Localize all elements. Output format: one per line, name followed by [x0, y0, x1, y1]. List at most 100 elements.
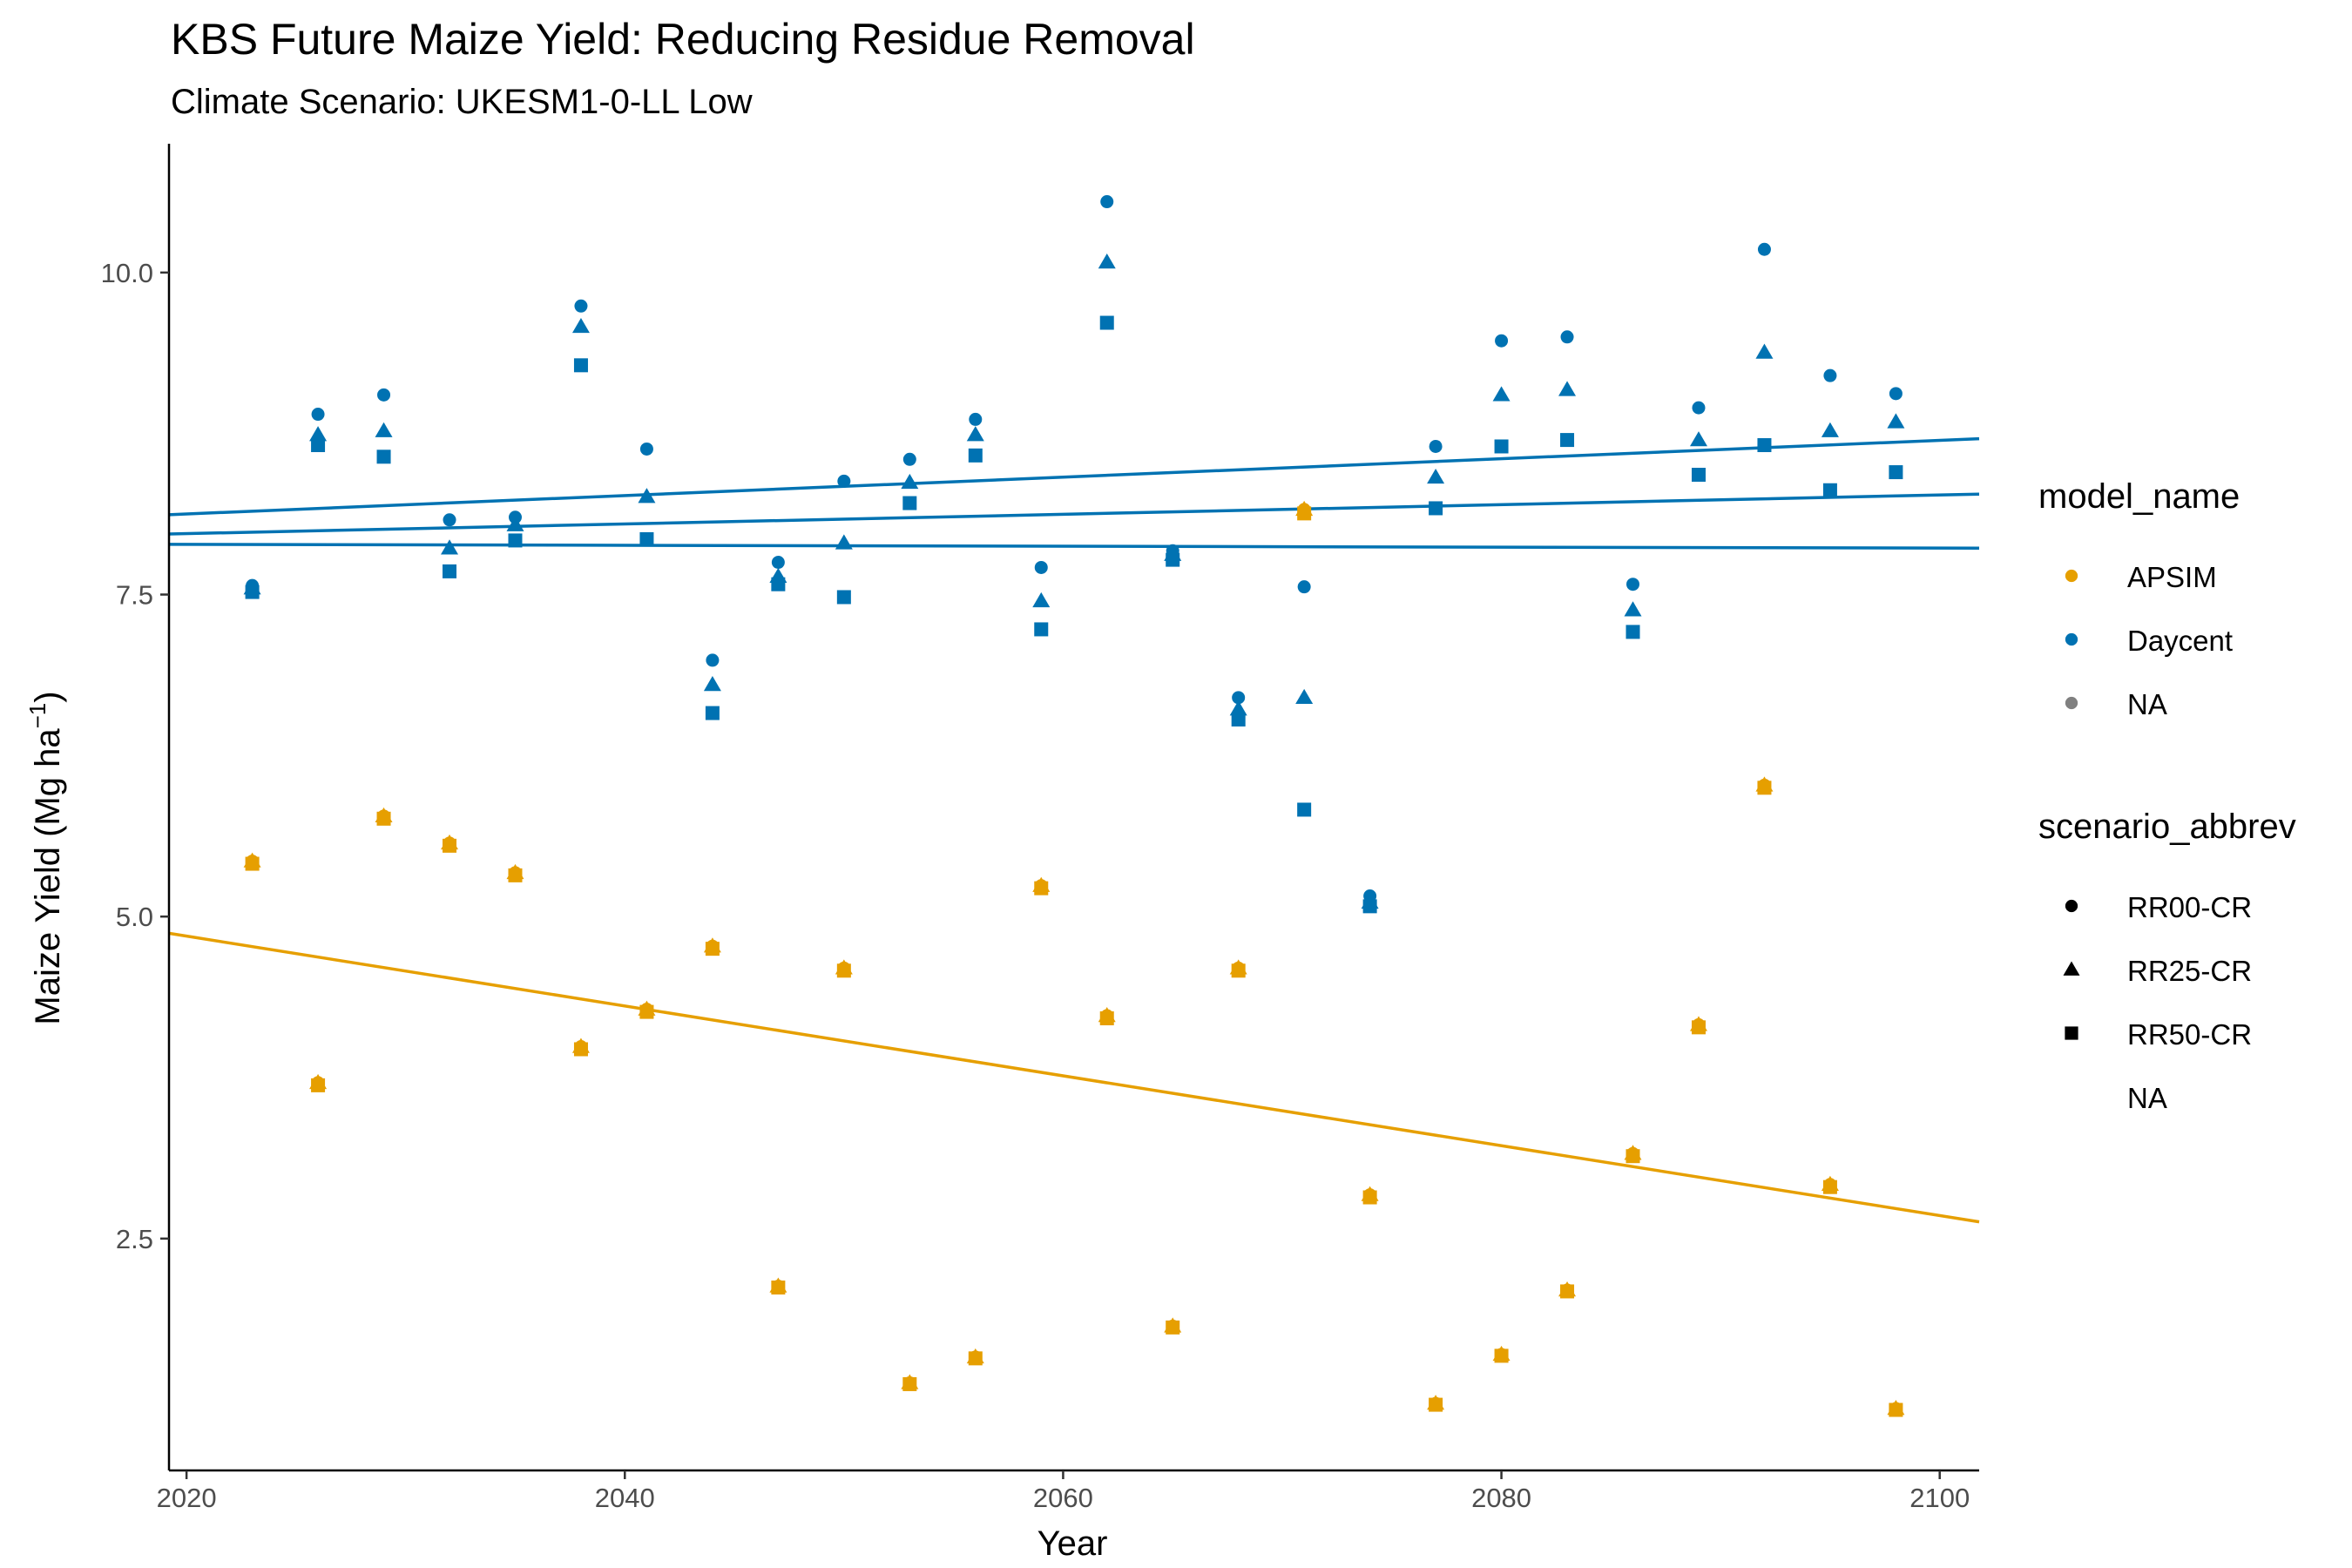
- x-tick-label: 2060: [1033, 1483, 1093, 1513]
- point-daycent-rr50-cr: [1362, 899, 1377, 914]
- point-apsim-rr50-cr: [1494, 1348, 1509, 1363]
- point-daycent-rr25-cr: [966, 426, 984, 442]
- point-daycent-rr00-cr: [311, 408, 325, 422]
- point-apsim-rr50-cr: [639, 1004, 654, 1019]
- point-daycent-rr50-cr: [639, 531, 654, 546]
- trend-line-apsim-all: [168, 931, 1980, 1224]
- axes: 2020 2040 2060 2080 2100 2.5 5.0 7.5 10.0: [101, 144, 1979, 1513]
- point-daycent-rr50-cr: [705, 706, 720, 720]
- legend-label-na: NA: [2127, 1082, 2167, 1114]
- point-apsim-rr50-cr: [1362, 1190, 1377, 1205]
- legend: model_name APSIM Daycent NA scenario_abbrev R…: [2038, 477, 2296, 1114]
- legend-label-rr00-cr: RR00-CR: [2127, 891, 2252, 923]
- legend-key-daycent: [2065, 632, 2078, 646]
- legend-key-rr00-cr: [2065, 899, 2078, 913]
- point-apsim-rr50-cr: [573, 1042, 588, 1057]
- point-daycent-rr00-cr: [1429, 439, 1443, 453]
- point-daycent-rr50-cr: [1494, 439, 1509, 454]
- point-daycent-rr50-cr: [771, 577, 786, 591]
- trend-line-daycent-rr00-cr: [168, 436, 1980, 517]
- point-daycent-rr50-cr: [836, 590, 851, 605]
- x-tick-label: 2100: [1909, 1483, 1970, 1513]
- point-apsim-rr50-cr: [771, 1281, 786, 1295]
- point-apsim-rr50-cr: [376, 811, 391, 826]
- point-apsim-rr50-cr: [1429, 1397, 1443, 1412]
- point-daycent-rr00-cr: [1692, 401, 1706, 415]
- point-daycent-rr25-cr: [835, 534, 853, 550]
- point-daycent-rr25-cr: [1821, 422, 1839, 437]
- point-daycent-rr50-cr: [1889, 465, 1903, 480]
- point-apsim-rr50-cr: [443, 838, 457, 853]
- point-apsim-rr50-cr: [1822, 1179, 1837, 1194]
- point-apsim-rr50-cr: [1034, 881, 1049, 896]
- point-daycent-rr50-cr: [902, 496, 917, 510]
- point-daycent-rr25-cr: [1558, 381, 1577, 396]
- x-axis-title: Year: [1037, 1524, 1108, 1563]
- point-daycent-rr00-cr: [969, 412, 983, 426]
- point-daycent-rr00-cr: [574, 299, 588, 313]
- point-daycent-rr00-cr: [1034, 560, 1048, 574]
- point-daycent-rr00-cr: [443, 513, 456, 527]
- point-daycent-rr00-cr: [1297, 580, 1311, 594]
- point-daycent-rr50-cr: [1166, 552, 1180, 567]
- y-axis-title-suffix: ): [29, 691, 67, 702]
- point-daycent-rr25-cr: [1492, 386, 1511, 402]
- point-daycent-rr25-cr: [1098, 253, 1116, 269]
- point-daycent-rr50-cr: [1034, 622, 1049, 637]
- point-apsim-rr50-cr: [311, 1078, 326, 1092]
- legend-label-rr25-cr: RR25-CR: [2127, 955, 2252, 987]
- point-daycent-rr00-cr: [837, 474, 851, 488]
- point-daycent-rr00-cr: [1232, 691, 1246, 705]
- y-tick-label: 7.5: [116, 580, 153, 611]
- point-apsim-rr50-cr: [1757, 781, 1772, 795]
- x-tick-label: 2040: [595, 1483, 655, 1513]
- point-daycent-rr50-cr: [245, 585, 260, 599]
- point-daycent-rr50-cr: [1757, 438, 1772, 453]
- point-daycent-rr25-cr: [309, 426, 328, 442]
- point-apsim-rr50-cr: [1560, 1284, 1575, 1299]
- trend-line-daycent-rr25-cr: [168, 492, 1980, 536]
- point-daycent-rr50-cr: [311, 438, 326, 453]
- point-daycent-rr50-cr: [573, 358, 588, 373]
- point-daycent-rr00-cr: [1100, 195, 1114, 209]
- point-apsim-rr50-cr: [245, 856, 260, 871]
- point-daycent-rr25-cr: [1755, 343, 1774, 359]
- point-daycent-rr50-cr: [968, 448, 983, 463]
- point-daycent-rr00-cr: [639, 442, 653, 456]
- point-daycent-rr00-cr: [1823, 368, 1837, 382]
- point-daycent-rr00-cr: [1626, 578, 1640, 591]
- point-daycent-rr25-cr: [571, 317, 590, 334]
- x-tick-label: 2020: [157, 1483, 217, 1513]
- x-tick-label: 2080: [1471, 1483, 1531, 1513]
- legend-label-apsim: APSIM: [2127, 561, 2217, 593]
- point-daycent-rr25-cr: [1624, 601, 1642, 617]
- point-daycent-rr25-cr: [1032, 591, 1051, 608]
- point-daycent-rr25-cr: [638, 488, 656, 504]
- point-apsim-rr50-cr: [1231, 963, 1246, 978]
- point-daycent-rr50-cr: [508, 533, 523, 548]
- point-daycent-rr00-cr: [377, 388, 391, 402]
- point-daycent-rr50-cr: [1691, 468, 1706, 483]
- point-daycent-rr00-cr: [771, 556, 785, 570]
- point-daycent-rr25-cr: [901, 473, 919, 490]
- point-apsim-rr50-cr: [508, 868, 523, 882]
- point-daycent-rr00-cr: [902, 452, 916, 466]
- plot-area: [168, 195, 1980, 1417]
- y-axis-title-superscript: −1: [24, 703, 51, 729]
- y-tick-label: 5.0: [116, 902, 153, 932]
- point-daycent-rr25-cr: [1427, 468, 1445, 484]
- point-daycent-rr25-cr: [1295, 688, 1314, 705]
- point-apsim-rr50-cr: [968, 1351, 983, 1366]
- chart-title: KBS Future Maize Yield: Reducing Residue…: [171, 15, 1195, 64]
- point-daycent-rr50-cr: [1429, 501, 1443, 516]
- point-apsim-rr50-cr: [1099, 1010, 1114, 1025]
- legend-label-rr50-cr: RR50-CR: [2127, 1018, 2252, 1051]
- point-apsim-rr50-cr: [836, 963, 851, 978]
- legend-label-daycent: Daycent: [2127, 625, 2233, 657]
- y-tick-label: 10.0: [101, 258, 153, 288]
- legend-key-rr25-cr: [2063, 961, 2080, 976]
- legend-key-apsim: [2065, 569, 2078, 583]
- legend-key-na: [2065, 696, 2078, 710]
